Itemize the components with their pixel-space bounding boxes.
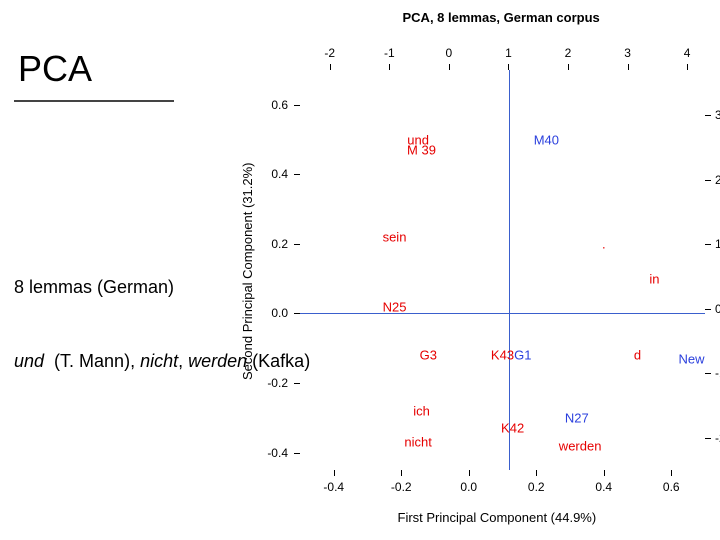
tick-mark (687, 64, 688, 70)
tick-label: 2 (715, 173, 720, 187)
tick-mark (705, 244, 711, 245)
tick-label: -0.2 (391, 480, 412, 494)
data-point-label: N27 (565, 410, 589, 425)
tick-label: 1 (505, 46, 512, 60)
tick-mark (705, 438, 711, 439)
data-point-label: in (649, 271, 659, 286)
data-point-label: M 39 (407, 143, 436, 158)
title-underline (14, 100, 174, 102)
tick-label: 0.2 (528, 480, 545, 494)
tick-label: 0.0 (460, 480, 477, 494)
tick-mark (294, 383, 300, 384)
tick-mark (671, 470, 672, 476)
tick-label: 0.4 (271, 167, 288, 181)
tick-label: 2 (565, 46, 572, 60)
tick-mark (705, 309, 711, 310)
data-point-label: nicht (404, 435, 431, 450)
tick-label: -1 (384, 46, 395, 60)
cross-vertical (509, 70, 510, 470)
data-point-label: G1 (514, 348, 531, 363)
data-point-label: d (634, 348, 641, 363)
tick-mark (294, 174, 300, 175)
data-point-label: ich (413, 403, 430, 418)
data-point-label: N25 (383, 299, 407, 314)
tick-label: -2 (324, 46, 335, 60)
tick-label: 3 (715, 108, 720, 122)
tick-label: 0 (715, 302, 720, 316)
tick-label: 0 (446, 46, 453, 60)
tick-label: -1 (715, 366, 720, 380)
tick-label: -0.4 (323, 480, 344, 494)
data-point-label: . (602, 236, 606, 251)
data-point-label: New (678, 351, 704, 366)
data-point-label: K43 (491, 348, 514, 363)
tick-label: -0.2 (267, 376, 288, 390)
description-authors: und (T. Mann), nicht, werden (Kafka) (14, 350, 310, 373)
tick-mark (628, 64, 629, 70)
tick-label: 0.6 (271, 98, 288, 112)
y-axis-label: Second Principal Component (31.2%) (240, 162, 255, 380)
tick-mark (294, 105, 300, 106)
data-point-label: werden (559, 438, 602, 453)
tick-mark (449, 64, 450, 70)
plot-area: -0.4-0.20.00.20.40.6-0.4-0.20.00.20.40.6… (300, 70, 705, 470)
tick-label: 0.0 (271, 306, 288, 320)
tick-mark (705, 373, 711, 374)
tick-mark (294, 244, 300, 245)
chart-title: PCA, 8 lemmas, German corpus (403, 10, 600, 25)
data-point-label: G3 (420, 348, 437, 363)
slide-title: PCA (18, 48, 92, 90)
tick-label: 0.2 (271, 237, 288, 251)
tick-label: 0.6 (663, 480, 680, 494)
tick-label: -2 (715, 431, 720, 445)
tick-mark (536, 470, 537, 476)
tick-label: 4 (684, 46, 691, 60)
data-point-label: K42 (501, 421, 524, 436)
tick-mark (705, 115, 711, 116)
tick-mark (568, 64, 569, 70)
description-lemmas: 8 lemmas (German) (14, 276, 174, 299)
tick-mark (330, 64, 331, 70)
tick-label: -0.4 (267, 446, 288, 460)
tick-mark (469, 470, 470, 476)
data-point-label: sein (383, 229, 407, 244)
tick-label: 0.4 (595, 480, 612, 494)
tick-mark (389, 64, 390, 70)
cross-horizontal (300, 313, 705, 314)
data-point-label: M40 (534, 132, 559, 147)
tick-label: 1 (715, 237, 720, 251)
tick-label: 3 (624, 46, 631, 60)
x-axis-label: First Principal Component (44.9%) (398, 510, 597, 525)
tick-mark (334, 470, 335, 476)
tick-mark (294, 453, 300, 454)
tick-mark (401, 470, 402, 476)
tick-mark (705, 180, 711, 181)
tick-mark (604, 470, 605, 476)
